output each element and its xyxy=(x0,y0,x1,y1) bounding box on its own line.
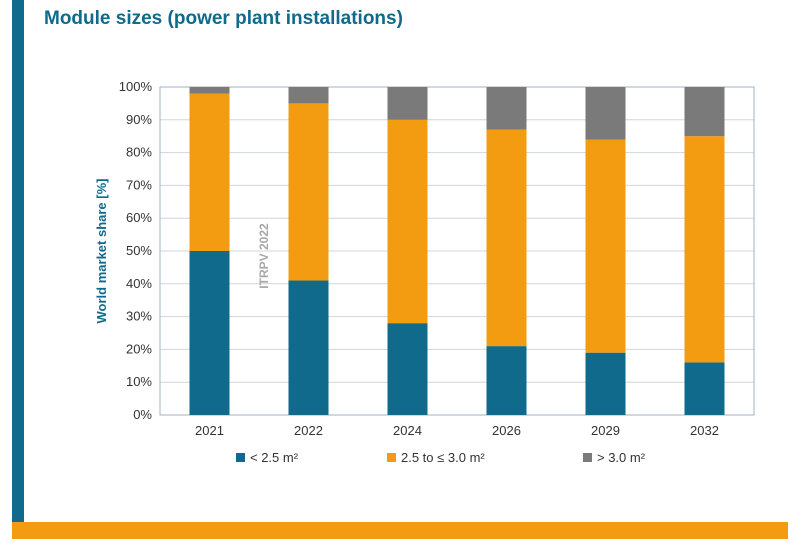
bar-segment-2032-series-1 xyxy=(684,136,725,363)
bar-segment-2026-series-2 xyxy=(486,87,527,130)
bar-segment-2024-series-1 xyxy=(387,119,428,324)
y-tick-label: 60% xyxy=(126,210,152,225)
legend-item-medium: 2.5 to ≤ 3.0 m² xyxy=(387,450,485,465)
y-tick-label: 90% xyxy=(126,112,152,127)
chart-title: Module sizes (power plant installations) xyxy=(44,8,403,29)
bar-segment-2022-series-1 xyxy=(288,103,329,281)
bar-segment-2026-series-0 xyxy=(486,346,527,415)
y-tick-label: 10% xyxy=(126,374,152,389)
y-tick-label: 80% xyxy=(126,145,152,160)
x-tick-label: 2024 xyxy=(393,423,422,438)
bar-segment-2024-series-0 xyxy=(387,323,428,415)
bar-segment-2032-series-0 xyxy=(684,362,725,415)
bar-segment-2021-series-2 xyxy=(189,87,230,94)
bar-segment-2021-series-1 xyxy=(189,93,230,251)
x-tick-label: 2026 xyxy=(492,423,521,438)
y-tick-label: 40% xyxy=(126,276,152,291)
x-tick-label: 2022 xyxy=(294,423,323,438)
y-tick-label: 0% xyxy=(133,407,152,422)
y-tick-label: 30% xyxy=(126,309,152,324)
x-tick-label: 2029 xyxy=(591,423,620,438)
legend: < 2.5 m² 2.5 to ≤ 3.0 m² > 3.0 m² xyxy=(0,450,800,470)
legend-swatch-small xyxy=(236,453,245,462)
legend-item-large: > 3.0 m² xyxy=(583,450,645,465)
bottom-accent-bar xyxy=(12,522,788,539)
legend-swatch-medium xyxy=(387,453,396,462)
legend-label-medium: 2.5 to ≤ 3.0 m² xyxy=(401,450,485,465)
bar-segment-2029-series-0 xyxy=(585,352,626,415)
y-tick-label: 50% xyxy=(126,243,152,258)
itrpv-annotation: ITRPV 2022 xyxy=(257,223,271,289)
legend-item-small: < 2.5 m² xyxy=(236,450,298,465)
bar-segment-2022-series-2 xyxy=(288,87,329,104)
bar-segment-2029-series-2 xyxy=(585,87,626,140)
bar-segment-2021-series-0 xyxy=(189,251,230,415)
plot-border xyxy=(159,86,755,416)
bar-segment-2022-series-0 xyxy=(288,280,329,415)
legend-label-large: > 3.0 m² xyxy=(597,450,646,465)
bar-segment-2024-series-2 xyxy=(387,87,428,120)
legend-swatch-large xyxy=(583,453,592,462)
left-accent-bar xyxy=(12,0,24,522)
y-tick-label: 100% xyxy=(119,79,153,94)
legend-label-small: < 2.5 m² xyxy=(250,450,299,465)
bar-segment-2032-series-2 xyxy=(684,87,725,137)
x-tick-label: 2032 xyxy=(690,423,719,438)
x-tick-label: 2021 xyxy=(195,423,224,438)
y-tick-label: 70% xyxy=(126,177,152,192)
bar-segment-2026-series-1 xyxy=(486,129,527,347)
y-axis-label: World market share [%] xyxy=(94,179,109,324)
y-tick-label: 20% xyxy=(126,341,152,356)
bar-segment-2029-series-1 xyxy=(585,139,626,353)
